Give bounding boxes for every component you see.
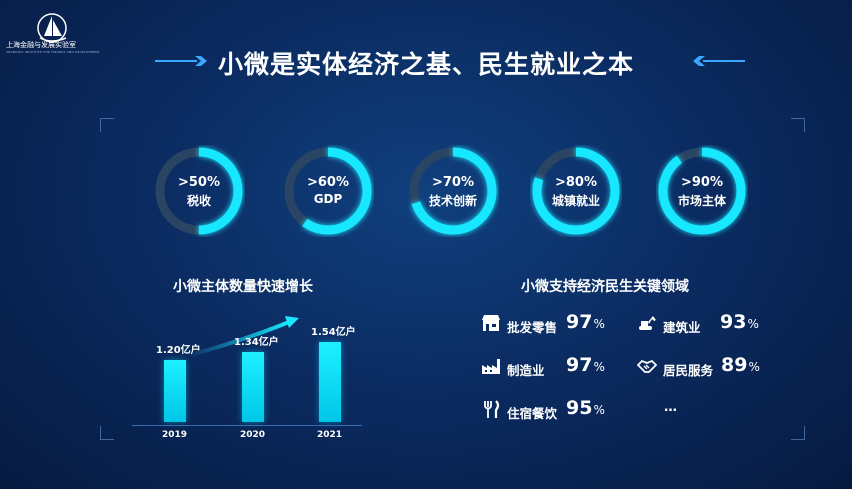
donut-5: >90% 市场主体 [656, 145, 748, 237]
utensils-icon [481, 400, 501, 418]
growth-arrow [186, 316, 299, 358]
more-ellipsis: … [664, 400, 677, 415]
donut-1: >50% 税收 [153, 145, 245, 237]
bar-year-label: 2019 [162, 430, 188, 440]
donut-ring [658, 147, 746, 235]
donut-label: 市场主体 [677, 194, 726, 208]
industry-label: 住宿餐饮 [507, 406, 558, 421]
industry-percent: 95% [566, 397, 605, 419]
percent-sign: % [593, 317, 605, 331]
handshake-icon [636, 357, 658, 375]
donut-ring [532, 147, 620, 235]
donut-ring [284, 147, 372, 235]
donut-value: >60% [306, 175, 349, 190]
industries-title: 小微支持经济民生关键领域 [521, 279, 689, 295]
industry-percent-value: 93 [720, 311, 747, 333]
percent-sign: % [748, 360, 760, 374]
donut-label: 税收 [186, 194, 211, 208]
bar-2019 [164, 359, 186, 422]
title-right-wing [693, 56, 745, 66]
donut-value: >90% [680, 175, 723, 190]
industry-percent-value: 97 [566, 311, 593, 333]
industry-label: 居民服务 [663, 363, 714, 378]
bar-value-label: 1.34亿户 [234, 337, 279, 349]
logo-sail-icon [37, 13, 67, 43]
page-title: 小微是实体经济之基、民生就业之本 [217, 50, 634, 79]
bar-value-label: 1.54亿户 [311, 327, 356, 338]
percent-sign: % [593, 360, 605, 374]
donut-value: >50% [177, 175, 220, 190]
industry-percent-value: 95 [566, 397, 593, 419]
chart-baseline [132, 425, 362, 426]
donut-value: >70% [431, 175, 474, 190]
growth-title: 小微主体数量快速增长 [173, 279, 313, 295]
industry-percent: 97% [566, 311, 605, 333]
industry-percent: 97% [566, 354, 605, 376]
donut-label: 城镇就业 [551, 194, 600, 208]
factory-icon [481, 357, 501, 375]
logo-subtitle: SHANGHAI INSTITUTE FOR FINANCE AND DEVEL… [6, 50, 100, 54]
industry-label: 批发零售 [507, 320, 558, 335]
title-left-wing [155, 56, 207, 66]
donut-label: 技术创新 [428, 194, 477, 208]
donut-label: GDP [313, 192, 343, 206]
bar-2021 [319, 342, 341, 422]
percent-sign: % [593, 403, 605, 417]
percent-sign: % [747, 317, 759, 331]
donut-ring [155, 147, 243, 235]
donut-2: >60% GDP [282, 145, 374, 237]
donut-ring [409, 147, 497, 235]
logo-name: 上海金融与发展实验室 [6, 41, 76, 49]
industry-percent: 93% [720, 311, 759, 333]
bar-year-label: 2020 [240, 430, 266, 440]
industry-label: 建筑业 [663, 320, 701, 335]
industry-percent-value: 97 [566, 354, 593, 376]
donut-value: >80% [554, 175, 597, 190]
industry-percent: 89% [721, 354, 760, 376]
bar-2020 [242, 352, 264, 422]
excavator-icon [637, 314, 657, 332]
donut-3: >70% 技术创新 [407, 145, 499, 237]
industry-label: 制造业 [507, 363, 545, 378]
industry-percent-value: 89 [721, 354, 748, 376]
store-icon [481, 314, 501, 332]
donut-4: >80% 城镇就业 [530, 145, 622, 237]
bar-year-label: 2021 [317, 430, 343, 440]
bar-value-label: 1.20亿户 [156, 344, 201, 356]
